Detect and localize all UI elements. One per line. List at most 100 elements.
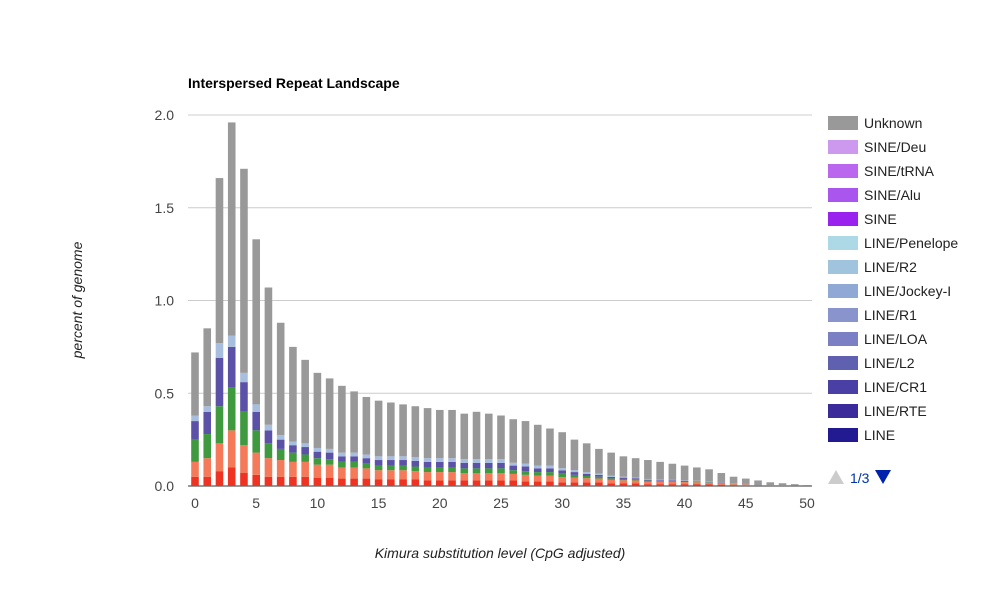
- bar-segment-unknown: [644, 460, 652, 479]
- chart-title: Interspersed Repeat Landscape: [188, 75, 400, 91]
- bar-segment-unknown: [533, 424, 542, 466]
- bar-segment-light: [240, 372, 248, 383]
- bar-segment-light: [631, 477, 640, 479]
- bar-segment-red: [631, 483, 640, 486]
- bar-segment-coral: [754, 484, 762, 486]
- bar-segment-coral: [570, 477, 579, 483]
- bar-segment-purple: [595, 474, 603, 477]
- bar-segment-unknown: [338, 385, 346, 453]
- bar-segment-green: [338, 461, 346, 468]
- bar-segment-light: [521, 463, 530, 467]
- bar-segment-coral: [668, 481, 677, 485]
- bar-segment-purple: [252, 411, 260, 431]
- bar-segment-purple: [546, 468, 554, 473]
- bar-segment-red: [472, 480, 481, 486]
- x-tick-label: 0: [191, 495, 199, 511]
- x-tick-label: 35: [616, 495, 632, 511]
- x-tick-label: 30: [554, 495, 570, 511]
- bar-segment-light: [350, 452, 358, 457]
- bar-segment-unknown: [656, 461, 664, 480]
- bar-segment-unknown: [729, 476, 738, 484]
- bar-segment-coral: [460, 473, 469, 481]
- bar-segment-red: [680, 484, 689, 486]
- bar-segment-coral: [533, 475, 542, 482]
- bar-segment-unknown: [436, 409, 444, 459]
- bar-segment-green: [411, 466, 420, 472]
- legend-label: LINE/Penelope: [864, 235, 958, 251]
- bar-segment-purple: [289, 445, 297, 453]
- legend-swatch: [828, 404, 858, 418]
- bar-segment-red: [754, 485, 762, 486]
- y-tick-label: 0.0: [155, 478, 175, 494]
- bar-segment-red: [729, 485, 738, 486]
- bar-segment-coral: [582, 478, 591, 483]
- bar-segment-red: [570, 482, 579, 486]
- bar-segment-purple: [509, 465, 518, 471]
- legend-swatch: [828, 380, 858, 394]
- bar-segment-green: [387, 465, 395, 471]
- pager-down-icon[interactable]: [875, 470, 891, 484]
- bar-segment-coral: [252, 452, 260, 475]
- bar-segment-light: [668, 479, 677, 481]
- bar-segment-unknown: [460, 413, 469, 460]
- bar-segment-red: [387, 479, 395, 486]
- bar-segment-light: [301, 443, 309, 448]
- bar-segment-green: [656, 480, 664, 482]
- bar-segment-coral: [729, 484, 738, 486]
- bar-segment-purple: [656, 480, 664, 481]
- bar-segment-unknown: [497, 415, 505, 460]
- bar-segment-red: [460, 480, 469, 486]
- y-axis-label: percent of genome: [69, 241, 85, 359]
- bar-segment-purple: [411, 460, 420, 467]
- x-tick-label: 45: [738, 495, 754, 511]
- bar-segment-unknown: [374, 400, 383, 457]
- x-tick-label: 10: [310, 495, 326, 511]
- bar-segment-purple: [215, 358, 224, 407]
- bar-segment-light: [509, 462, 518, 466]
- bar-segment-unknown: [350, 391, 358, 453]
- bar-segment-green: [521, 471, 530, 475]
- bar-segment-red: [313, 477, 322, 486]
- bar-segment-light: [325, 448, 334, 453]
- bar-segment-coral: [656, 481, 664, 485]
- pager-up-icon[interactable]: [828, 470, 844, 484]
- legend-label: LINE/Jockey-I: [864, 283, 951, 299]
- bar-segment-light: [411, 457, 420, 461]
- bar-segment-coral: [558, 477, 566, 483]
- legend-swatch: [828, 356, 858, 370]
- legend-label: LINE/R1: [864, 307, 917, 323]
- y-tick-label: 1.0: [155, 293, 175, 309]
- bar-segment-purple: [227, 346, 236, 388]
- bar-segment-green: [570, 474, 579, 478]
- bar-segment-unknown: [619, 456, 628, 477]
- bar-segment-red: [350, 478, 358, 486]
- bar-segment-light: [472, 459, 481, 463]
- bar-segment-red: [448, 480, 456, 486]
- bar-segment-coral: [472, 473, 481, 481]
- bar-segment-coral: [374, 470, 383, 480]
- bar-segment-red: [338, 478, 346, 486]
- legend: Unknown SINE/Deu SINE/tRNA SINE/Alu SINE LINE…: [828, 115, 958, 443]
- bar-segment-light: [374, 456, 383, 461]
- bar-segment-purple: [240, 382, 248, 412]
- bar-segment-unknown: [472, 411, 481, 460]
- x-tick-label: 40: [677, 495, 693, 511]
- bar-segment-unknown: [313, 372, 322, 448]
- bar-segment-coral: [227, 430, 236, 468]
- bar-segment-light: [644, 478, 652, 480]
- bar-segment-green: [399, 465, 407, 471]
- bar-segment-light: [533, 465, 542, 469]
- bar-segment-coral: [693, 482, 701, 485]
- bar-segment-green: [533, 472, 542, 476]
- legend-pager: 1/3: [828, 470, 891, 486]
- bar-segment-green: [252, 430, 260, 453]
- bar-segment-light: [436, 458, 444, 462]
- bar-segment-unknown: [399, 404, 407, 457]
- bar-segment-light: [338, 452, 346, 457]
- bar-segment-light: [215, 343, 224, 359]
- bar-segment-red: [399, 479, 407, 486]
- bar-segment-unknown: [240, 168, 248, 373]
- bar-segment-purple: [472, 462, 481, 469]
- bar-segment-light: [313, 447, 322, 452]
- bar-segment-purple: [460, 462, 469, 469]
